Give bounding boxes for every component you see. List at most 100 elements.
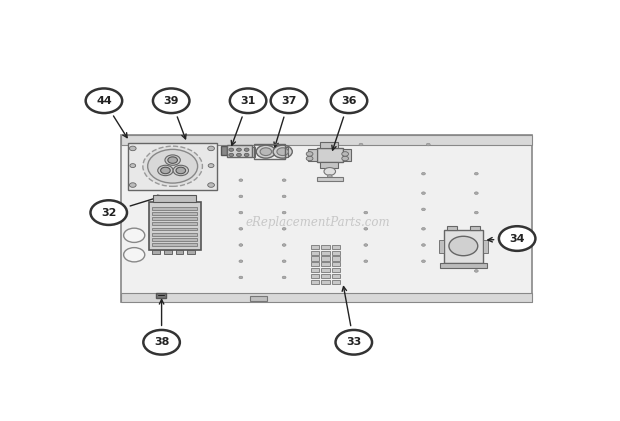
- Circle shape: [176, 167, 185, 174]
- Bar: [153, 243, 197, 246]
- Circle shape: [148, 149, 198, 183]
- Bar: [153, 217, 197, 220]
- Circle shape: [271, 88, 307, 113]
- Circle shape: [422, 244, 425, 246]
- Bar: [332, 245, 340, 249]
- Bar: [308, 149, 317, 161]
- Text: eReplacementParts.com: eReplacementParts.com: [246, 216, 390, 229]
- Circle shape: [282, 276, 286, 279]
- Circle shape: [306, 152, 313, 156]
- Circle shape: [130, 164, 136, 168]
- Circle shape: [123, 228, 145, 242]
- Circle shape: [208, 164, 214, 168]
- Bar: [149, 202, 200, 250]
- Bar: [153, 227, 197, 230]
- Circle shape: [422, 192, 425, 195]
- Circle shape: [474, 211, 478, 214]
- Circle shape: [282, 195, 286, 198]
- Circle shape: [474, 270, 478, 272]
- Bar: [311, 274, 319, 278]
- Circle shape: [256, 145, 275, 158]
- Text: 36: 36: [341, 96, 356, 106]
- Bar: [311, 250, 319, 255]
- Bar: [317, 148, 343, 162]
- Bar: [317, 177, 343, 181]
- Bar: [153, 212, 197, 215]
- Circle shape: [143, 146, 202, 187]
- Bar: [332, 250, 340, 255]
- Circle shape: [324, 168, 335, 175]
- Text: 39: 39: [164, 96, 179, 106]
- Bar: [285, 147, 288, 157]
- Text: 37: 37: [281, 96, 296, 106]
- Bar: [444, 230, 483, 263]
- Text: 31: 31: [241, 96, 256, 106]
- Bar: [311, 268, 319, 272]
- Bar: [448, 226, 457, 230]
- Bar: [321, 274, 330, 278]
- Circle shape: [342, 152, 348, 156]
- Circle shape: [260, 148, 272, 155]
- Bar: [156, 293, 166, 298]
- Circle shape: [244, 148, 249, 151]
- Bar: [320, 162, 339, 168]
- Circle shape: [230, 88, 267, 113]
- Circle shape: [239, 179, 243, 181]
- Circle shape: [359, 143, 363, 146]
- Bar: [153, 207, 197, 210]
- Bar: [332, 256, 340, 261]
- Bar: [128, 143, 217, 190]
- Circle shape: [282, 244, 286, 246]
- Circle shape: [239, 276, 243, 279]
- Circle shape: [273, 145, 292, 158]
- Circle shape: [237, 153, 241, 157]
- Circle shape: [422, 227, 425, 230]
- Circle shape: [229, 153, 234, 157]
- Bar: [121, 135, 531, 145]
- Circle shape: [157, 165, 173, 176]
- Bar: [187, 250, 195, 254]
- Circle shape: [153, 88, 190, 113]
- Bar: [121, 293, 531, 302]
- Bar: [153, 222, 197, 225]
- Bar: [439, 240, 444, 253]
- Circle shape: [143, 330, 180, 354]
- Circle shape: [229, 148, 234, 151]
- Bar: [321, 256, 330, 261]
- Circle shape: [449, 236, 478, 256]
- Circle shape: [282, 211, 286, 214]
- Circle shape: [335, 330, 372, 354]
- Circle shape: [208, 183, 215, 187]
- Circle shape: [422, 173, 425, 175]
- Circle shape: [165, 155, 180, 165]
- Circle shape: [327, 175, 332, 178]
- Bar: [221, 146, 228, 155]
- Circle shape: [364, 211, 368, 214]
- Circle shape: [364, 260, 368, 263]
- Bar: [121, 135, 531, 302]
- Circle shape: [130, 183, 136, 187]
- Bar: [470, 226, 480, 230]
- Bar: [153, 250, 160, 254]
- Circle shape: [474, 173, 478, 175]
- Circle shape: [86, 88, 122, 113]
- Circle shape: [239, 244, 243, 246]
- Bar: [254, 144, 285, 160]
- Bar: [311, 280, 319, 284]
- Bar: [153, 233, 197, 236]
- Bar: [320, 142, 339, 148]
- Circle shape: [244, 153, 249, 157]
- Circle shape: [342, 156, 348, 161]
- Circle shape: [239, 260, 243, 263]
- Bar: [228, 144, 252, 157]
- Bar: [321, 262, 330, 266]
- Bar: [332, 268, 340, 272]
- Circle shape: [364, 244, 368, 246]
- Circle shape: [237, 148, 241, 151]
- Bar: [175, 250, 184, 254]
- Circle shape: [427, 143, 430, 146]
- Bar: [321, 245, 330, 249]
- Circle shape: [474, 192, 478, 195]
- Circle shape: [474, 250, 478, 253]
- Circle shape: [168, 157, 177, 163]
